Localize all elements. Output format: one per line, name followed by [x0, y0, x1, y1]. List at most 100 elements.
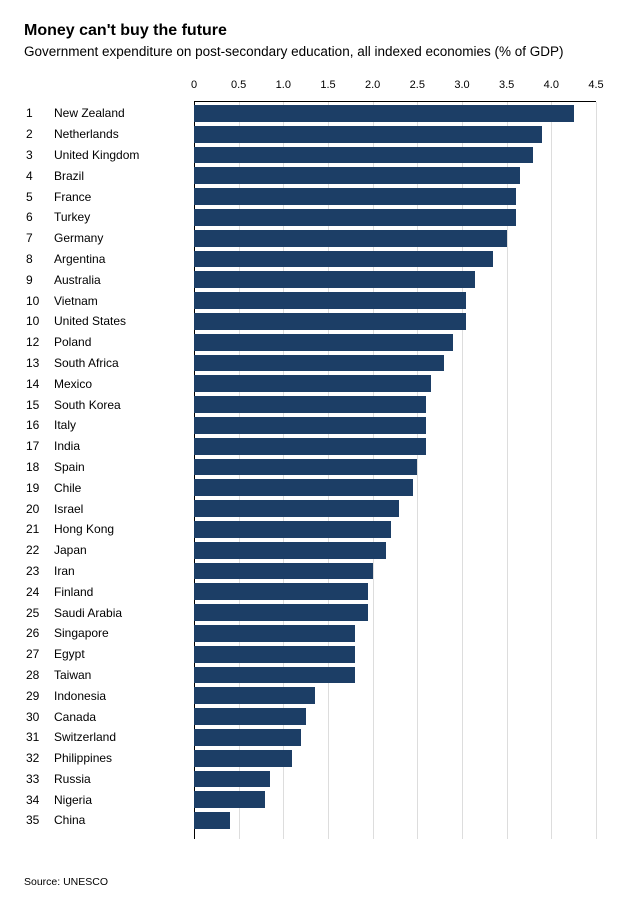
bar	[194, 313, 466, 330]
bar-area	[194, 644, 596, 665]
x-tick: 2.0	[365, 79, 380, 91]
bar-area	[194, 186, 596, 207]
table-row: 1New Zealand	[24, 103, 596, 124]
bar	[194, 791, 265, 808]
bar-area	[194, 685, 596, 706]
bar	[194, 105, 574, 122]
table-row: 18Spain	[24, 457, 596, 478]
table-row: 13South Africa	[24, 353, 596, 374]
country-cell: Vietnam	[54, 294, 194, 308]
bar-area	[194, 311, 596, 332]
page: Money can't buy the future Government ex…	[0, 0, 640, 900]
bar	[194, 396, 426, 413]
bar	[194, 375, 431, 392]
bar	[194, 438, 426, 455]
table-row: 29Indonesia	[24, 685, 596, 706]
bar-area	[194, 103, 596, 124]
x-tick: 3.5	[499, 79, 514, 91]
bar-area	[194, 748, 596, 769]
rank-cell: 2	[24, 127, 54, 141]
bar-area	[194, 477, 596, 498]
rank-cell: 10	[24, 294, 54, 308]
x-tick: 4.5	[588, 79, 603, 91]
rank-cell: 33	[24, 772, 54, 786]
bar-area	[194, 415, 596, 436]
x-tick: 0	[191, 79, 197, 91]
country-cell: Argentina	[54, 252, 194, 266]
rank-cell: 29	[24, 689, 54, 703]
bar	[194, 167, 520, 184]
bar	[194, 147, 533, 164]
country-cell: Australia	[54, 273, 194, 287]
bar-area	[194, 665, 596, 686]
country-cell: Israel	[54, 502, 194, 516]
table-row: 14Mexico	[24, 373, 596, 394]
country-cell: Singapore	[54, 626, 194, 640]
bar-area	[194, 727, 596, 748]
bar	[194, 479, 413, 496]
rank-cell: 22	[24, 543, 54, 557]
country-cell: Spain	[54, 460, 194, 474]
table-row: 10Vietnam	[24, 290, 596, 311]
bar-area	[194, 706, 596, 727]
rank-cell: 34	[24, 793, 54, 807]
chart-title: Money can't buy the future	[24, 22, 616, 40]
country-cell: Switzerland	[54, 730, 194, 744]
bar-area	[194, 353, 596, 374]
rank-cell: 8	[24, 252, 54, 266]
bar	[194, 583, 368, 600]
bar-area	[194, 207, 596, 228]
table-row: 17India	[24, 436, 596, 457]
bar	[194, 542, 386, 559]
country-cell: United Kingdom	[54, 148, 194, 162]
bar	[194, 563, 373, 580]
bar-area	[194, 269, 596, 290]
gridline	[596, 102, 597, 839]
bar	[194, 334, 453, 351]
rank-cell: 16	[24, 418, 54, 432]
bar-area	[194, 249, 596, 270]
chart-rows: 1New Zealand2Netherlands3United Kingdom4…	[24, 103, 596, 839]
rank-cell: 5	[24, 190, 54, 204]
bar	[194, 646, 355, 663]
bar-area	[194, 373, 596, 394]
bar-area	[194, 332, 596, 353]
bar	[194, 521, 391, 538]
bar	[194, 251, 493, 268]
table-row: 9Australia	[24, 269, 596, 290]
table-row: 26Singapore	[24, 623, 596, 644]
bar	[194, 729, 301, 746]
country-cell: China	[54, 813, 194, 827]
rank-cell: 15	[24, 398, 54, 412]
country-cell: Brazil	[54, 169, 194, 183]
country-cell: Nigeria	[54, 793, 194, 807]
table-row: 32Philippines	[24, 748, 596, 769]
rank-cell: 25	[24, 606, 54, 620]
rank-cell: 7	[24, 231, 54, 245]
bar-area	[194, 561, 596, 582]
x-tick: 3.0	[454, 79, 469, 91]
bar-area	[194, 145, 596, 166]
rank-cell: 21	[24, 522, 54, 536]
bar-area	[194, 519, 596, 540]
rank-cell: 10	[24, 314, 54, 328]
bar-area	[194, 581, 596, 602]
country-cell: Netherlands	[54, 127, 194, 141]
country-cell: Russia	[54, 772, 194, 786]
rank-cell: 27	[24, 647, 54, 661]
chart-subtitle: Government expenditure on post-secondary…	[24, 44, 616, 59]
bar-area	[194, 394, 596, 415]
bar	[194, 771, 270, 788]
country-cell: Saudi Arabia	[54, 606, 194, 620]
country-cell: Japan	[54, 543, 194, 557]
country-cell: Turkey	[54, 210, 194, 224]
table-row: 21Hong Kong	[24, 519, 596, 540]
bar	[194, 604, 368, 621]
table-row: 16Italy	[24, 415, 596, 436]
bar	[194, 625, 355, 642]
country-cell: Germany	[54, 231, 194, 245]
rank-cell: 28	[24, 668, 54, 682]
table-row: 27Egypt	[24, 644, 596, 665]
country-cell: United States	[54, 314, 194, 328]
table-row: 6Turkey	[24, 207, 596, 228]
